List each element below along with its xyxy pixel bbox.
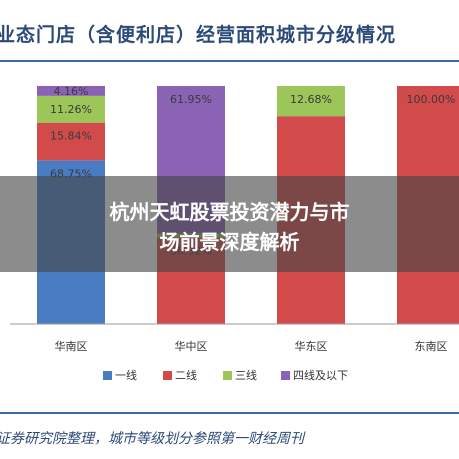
headline-line-1: 杭州天虹股票投资潜力与市 — [109, 200, 350, 224]
category-label-3: 东南区 — [415, 340, 448, 353]
bar-segment-0-3 — [37, 85, 105, 96]
segment-label-0-2: 11.26% — [50, 103, 92, 116]
legend-label-3: 四线及以下 — [293, 368, 348, 382]
legend-label-2: 三线 — [235, 368, 257, 382]
bar-segment-0-1 — [37, 122, 105, 161]
category-label-1: 华中区 — [175, 339, 208, 353]
headline-overlay — [0, 176, 459, 272]
bar-segment-0-2 — [37, 95, 105, 123]
category-label-2: 华东区 — [295, 339, 328, 353]
legend-label-1: 二线 — [175, 368, 197, 382]
bar-segment-2-2 — [277, 86, 345, 117]
segment-label-0-1: 15.84% — [50, 130, 92, 143]
category-labels-group: 华南区 华中区 华东区 东南区 — [55, 339, 448, 353]
chart-title: 业态门店（含便利店）经营面积城市分级情况 — [0, 24, 397, 46]
segment-label-1-3: 61.95% — [170, 93, 212, 106]
legend-swatch-0 — [103, 371, 112, 380]
legend-swatch-1 — [163, 371, 172, 380]
legend-swatch-3 — [281, 371, 290, 380]
segment-label-3-1: 100.00% — [407, 93, 456, 106]
source-note: 证券研究院整理，城市等级划分参照第一财经周刊 — [0, 431, 304, 447]
legend-label-0: 一线 — [115, 368, 137, 382]
legend: 一线 二线 三线 四线及以下 — [103, 368, 348, 382]
title-rule — [0, 60, 459, 62]
category-label-0: 华南区 — [55, 339, 88, 353]
headline-line-2: 场前景深度解析 — [159, 230, 300, 254]
segment-label-0-3: 4.16% — [54, 85, 89, 98]
segment-label-2-2: 12.68% — [290, 93, 332, 106]
title-strip: 业态门店（含便利店）经营面积城市分级情况 — [0, 0, 459, 62]
source-rule — [0, 412, 459, 414]
legend-swatch-2 — [223, 371, 232, 380]
